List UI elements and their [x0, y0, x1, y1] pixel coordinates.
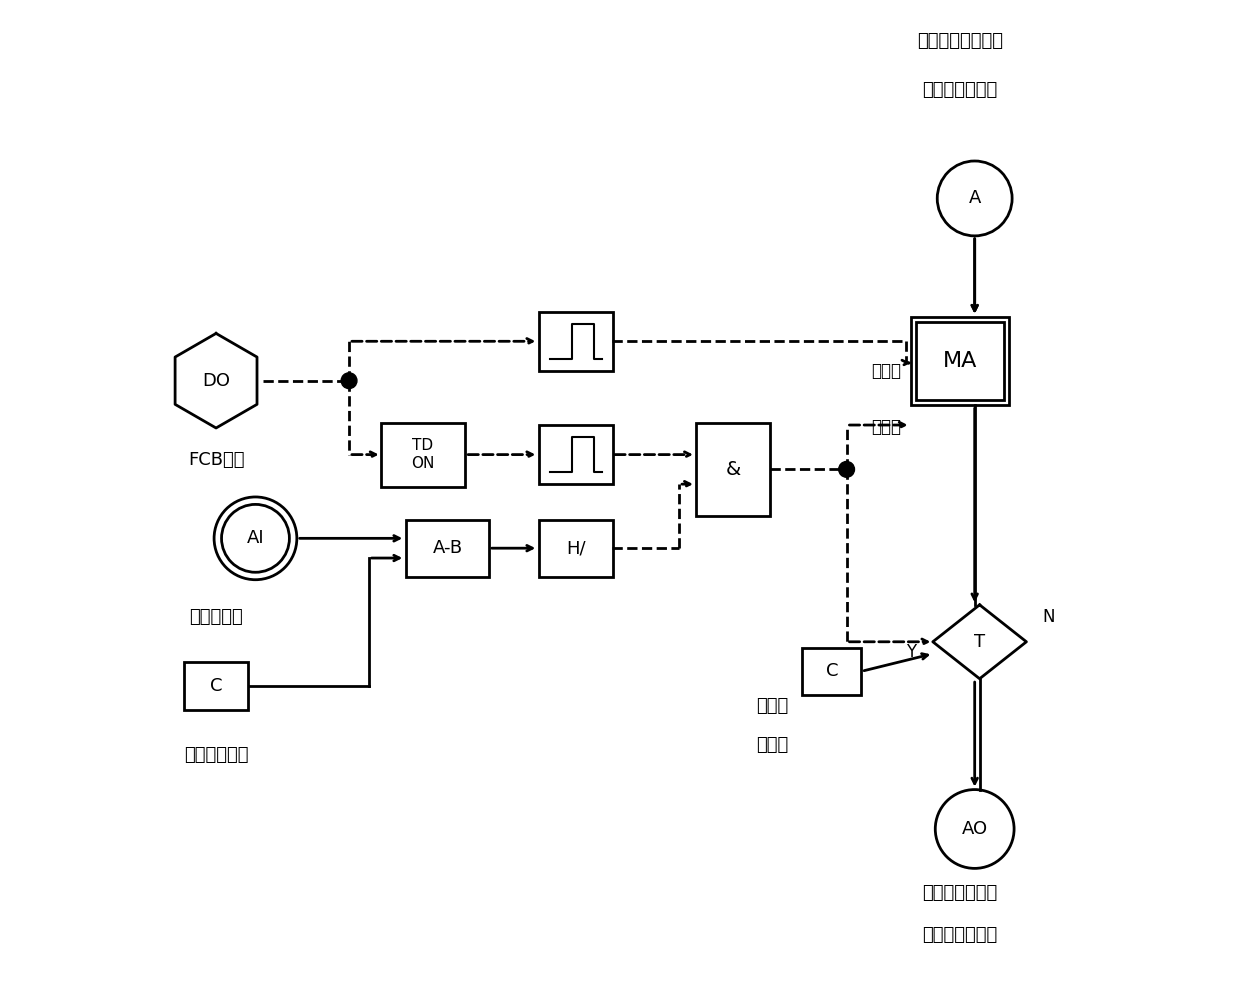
Text: AO: AO	[961, 820, 988, 838]
FancyBboxPatch shape	[184, 663, 248, 709]
Text: 切跟踪: 切跟踪	[872, 418, 901, 436]
Text: T: T	[975, 632, 985, 651]
Text: 最终给水泵最小: 最终给水泵最小	[923, 884, 997, 902]
Text: 给水流量目标: 给水流量目标	[184, 746, 248, 764]
Circle shape	[838, 461, 854, 477]
Text: 目标值: 目标值	[756, 736, 789, 754]
Text: DO: DO	[202, 371, 231, 389]
FancyBboxPatch shape	[802, 648, 862, 695]
FancyBboxPatch shape	[538, 312, 613, 370]
Text: AI: AI	[247, 530, 264, 547]
Text: A-B: A-B	[433, 539, 463, 557]
Text: 超驰开: 超驰开	[756, 697, 789, 715]
Text: A: A	[968, 190, 981, 207]
FancyBboxPatch shape	[697, 423, 770, 516]
Text: N: N	[1043, 609, 1055, 626]
Text: TD
ON: TD ON	[412, 438, 435, 471]
FancyBboxPatch shape	[915, 321, 1004, 400]
Text: Y: Y	[905, 642, 915, 661]
FancyBboxPatch shape	[910, 317, 1009, 405]
Text: C: C	[210, 677, 222, 696]
FancyBboxPatch shape	[405, 520, 490, 577]
Circle shape	[341, 372, 357, 388]
Text: 流量阀开度指令: 流量阀开度指令	[923, 81, 997, 99]
Text: MA: MA	[942, 351, 977, 371]
FancyBboxPatch shape	[381, 423, 465, 487]
Text: 切手动: 切手动	[872, 362, 901, 379]
Text: 总给水流量: 总给水流量	[190, 609, 243, 626]
FancyBboxPatch shape	[538, 520, 613, 577]
Text: H/: H/	[565, 539, 585, 557]
Text: C: C	[826, 662, 838, 681]
FancyBboxPatch shape	[538, 425, 613, 484]
Text: &: &	[725, 459, 742, 479]
Text: FCB动作: FCB动作	[187, 451, 244, 468]
Text: 流量阀开度指令: 流量阀开度指令	[923, 927, 997, 945]
Text: 上级来给水泵最小: 上级来给水泵最小	[916, 32, 1003, 49]
